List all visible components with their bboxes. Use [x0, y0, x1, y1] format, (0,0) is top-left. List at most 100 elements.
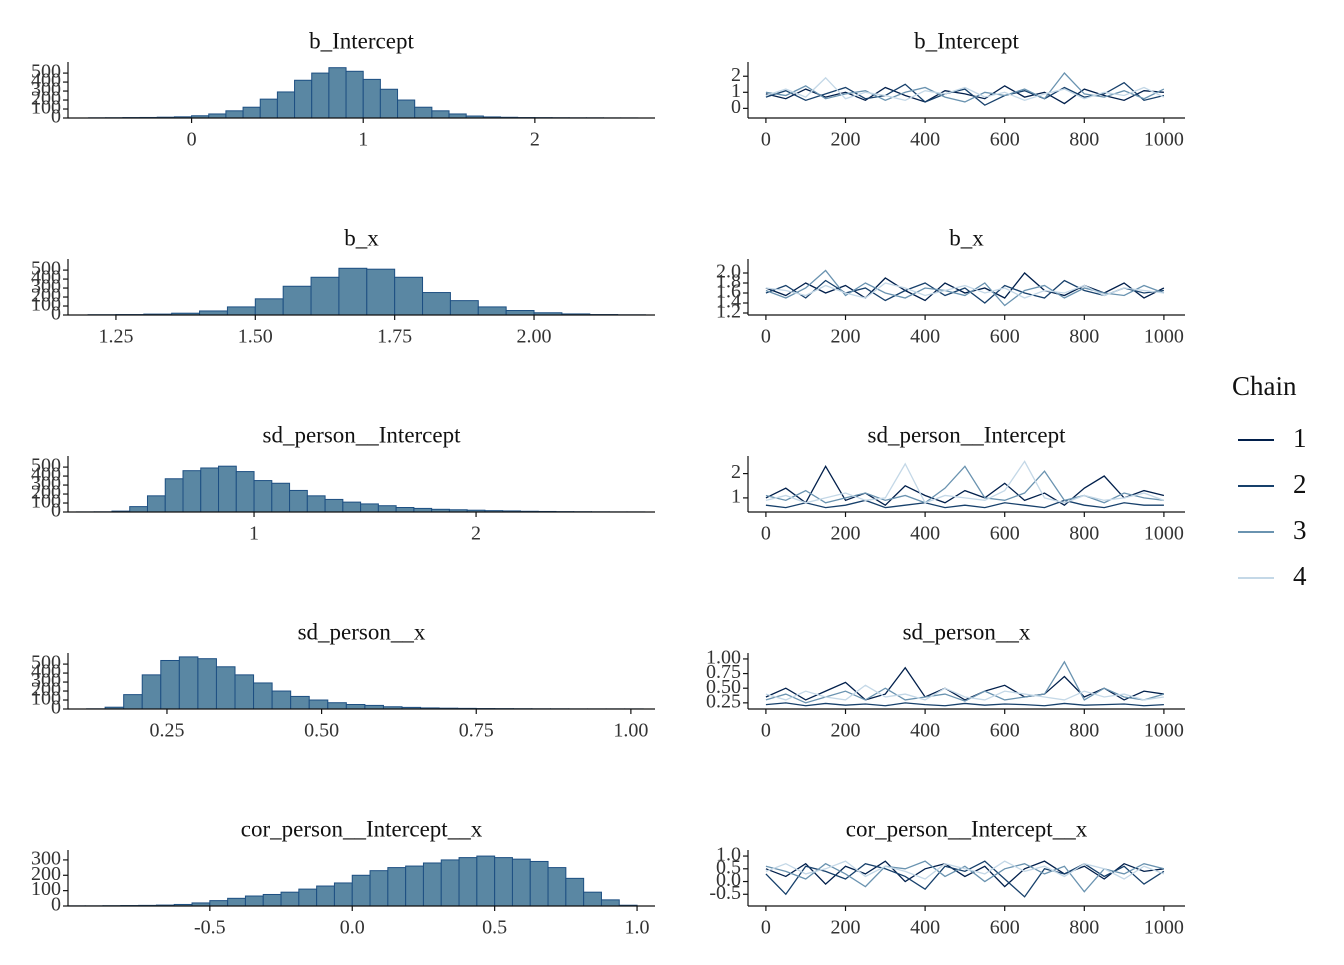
x-tick-label: 1.50	[238, 326, 273, 348]
y-tick-label: 300	[31, 848, 61, 870]
x-tick-label: 0.5	[482, 917, 507, 939]
panel-title: b_Intercept	[914, 28, 1019, 53]
histogram-bar	[216, 667, 235, 709]
histogram-bar	[236, 472, 254, 512]
trace-line	[766, 668, 1164, 700]
y-tick-label: 500	[31, 652, 61, 674]
panel-title: b_x	[344, 225, 379, 250]
histogram-bar	[200, 311, 228, 315]
trace-line	[766, 466, 1164, 505]
histogram-bar	[346, 71, 363, 118]
histogram-bar	[147, 496, 165, 512]
histogram-bar	[449, 114, 466, 118]
x-tick-label: 800	[1069, 523, 1099, 545]
x-tick-label: 200	[831, 917, 861, 939]
histogram-bar	[210, 901, 228, 906]
histogram-bar	[312, 73, 329, 118]
panel-title: sd_person__x	[903, 619, 1031, 644]
histogram-bar	[255, 299, 283, 315]
legend-label: 2	[1293, 469, 1307, 499]
histogram-bar	[395, 277, 423, 315]
histogram-bar	[601, 900, 619, 906]
x-tick-label: 200	[831, 720, 861, 742]
x-tick-label: 1000	[1144, 720, 1184, 742]
x-tick-label: 400	[910, 917, 940, 939]
y-tick-label: 500	[31, 455, 61, 477]
x-tick-label: 200	[831, 523, 861, 545]
trace-line	[766, 500, 1164, 507]
histogram-bar	[415, 107, 432, 118]
histogram-bar	[370, 871, 388, 906]
panel-title: sd_person__Intercept	[868, 422, 1067, 447]
x-tick-label: 600	[990, 917, 1020, 939]
x-tick-label: 600	[990, 523, 1020, 545]
x-tick-label: 1.0	[625, 917, 650, 939]
x-tick-label: 0.0	[340, 917, 365, 939]
x-tick-label: 1000	[1144, 129, 1184, 151]
x-tick-label: 1.00	[613, 720, 648, 742]
histogram-bar	[272, 483, 290, 512]
x-tick-label: 600	[990, 129, 1020, 151]
histogram-bar	[165, 479, 183, 512]
x-tick-label: 400	[910, 523, 940, 545]
histogram-bar	[325, 499, 343, 512]
x-tick-label: 800	[1069, 917, 1099, 939]
histogram-bar	[299, 889, 317, 906]
x-tick-label: 1	[249, 523, 259, 545]
histogram-bar	[388, 868, 406, 906]
histogram-bar	[478, 307, 506, 315]
y-tick-label: 1.00	[706, 647, 741, 669]
histogram-bar	[260, 99, 277, 118]
histogram-bar	[309, 700, 328, 709]
x-tick-label: 0	[761, 129, 771, 151]
x-tick-label: 800	[1069, 326, 1099, 348]
histogram-bar	[219, 466, 237, 512]
histogram-bar	[281, 892, 299, 906]
histogram-bar	[334, 883, 352, 906]
y-tick-label: 1.0	[716, 844, 741, 866]
histogram-bar	[254, 683, 273, 709]
panel-title: cor_person__Intercept__x	[846, 816, 1088, 841]
histogram-bar	[423, 863, 441, 906]
histogram-bar	[506, 311, 534, 315]
histogram-bar	[263, 894, 281, 906]
x-tick-label: -0.5	[194, 917, 226, 939]
panel-title: cor_person__Intercept__x	[241, 816, 483, 841]
x-tick-label: 0	[761, 523, 771, 545]
histogram-bar	[130, 507, 148, 512]
panel-title: sd_person__Intercept	[263, 422, 462, 447]
histogram-bar	[179, 657, 198, 709]
x-tick-label: 200	[831, 326, 861, 348]
histogram-bar	[295, 80, 312, 118]
legend-title: Chain	[1232, 371, 1297, 401]
histogram-bar	[548, 868, 566, 906]
legend-label: 4	[1293, 561, 1307, 591]
histogram-bar	[398, 100, 415, 118]
histogram-bar	[201, 468, 219, 512]
histogram-bar	[423, 293, 451, 315]
histogram-bar	[124, 695, 143, 709]
x-tick-label: 800	[1069, 129, 1099, 151]
x-tick-label: 1	[358, 129, 368, 151]
panel-title: sd_person__x	[298, 619, 426, 644]
x-tick-label: 0	[187, 129, 197, 151]
x-tick-label: 0	[761, 917, 771, 939]
trace-line	[766, 685, 1164, 700]
x-tick-label: 600	[990, 720, 1020, 742]
y-tick-label: 2.0	[716, 261, 741, 283]
histogram-bar	[161, 660, 180, 709]
trace-line	[766, 273, 1164, 301]
histogram-bar	[254, 481, 272, 512]
x-tick-label: 2	[471, 523, 481, 545]
histogram-bar	[235, 675, 254, 709]
x-tick-label: 400	[910, 129, 940, 151]
histogram-bar	[317, 886, 335, 906]
x-tick-label: 0.75	[459, 720, 494, 742]
histogram-bar	[361, 504, 379, 512]
histogram-bar	[584, 892, 602, 906]
x-tick-label: 1000	[1144, 523, 1184, 545]
histogram-bar	[290, 490, 308, 512]
x-tick-label: 1.75	[377, 326, 412, 348]
histogram-bar	[277, 92, 294, 118]
